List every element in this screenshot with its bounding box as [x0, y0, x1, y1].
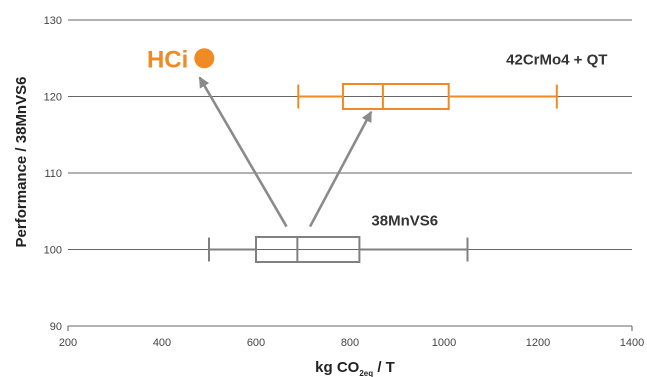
boxplots	[208, 83, 558, 263]
y-tick-120: 120	[44, 92, 62, 104]
x-tick-1000: 1000	[432, 337, 456, 349]
arrows	[198, 76, 373, 228]
y-tick-130: 130	[44, 15, 62, 27]
box-42crmo4-qt	[341, 83, 450, 110]
label-38mnvs6: 38MnVS6	[371, 213, 438, 230]
boxplot-42crmo4-qt	[297, 83, 558, 110]
label-42crmo4-qt: 42CrMo4 + QT	[506, 52, 607, 69]
label-hci: HCi	[147, 46, 188, 73]
series-labels: HCi 38MnVS6 42CrMo4 + QT	[147, 46, 607, 229]
y-tick-labels: 90 100 110 120 130	[44, 15, 62, 333]
arrow-1	[198, 76, 288, 228]
arrow-2	[308, 110, 373, 228]
x-tick-200: 200	[59, 337, 77, 349]
x-tick-1200: 1200	[526, 337, 550, 349]
y-axis-title: Performance / 38MnVS6	[13, 77, 30, 248]
x-axis-title: kg CO2eq / T	[315, 359, 395, 377]
y-tick-110: 110	[44, 168, 62, 180]
y-tick-90: 90	[50, 321, 62, 333]
x-tick-800: 800	[341, 337, 359, 349]
x-tick-1400: 1400	[620, 337, 644, 349]
box-38mnvs6	[255, 236, 361, 263]
boxplot-38mnvs6	[208, 236, 469, 263]
point-hci	[194, 48, 215, 69]
x-tick-600: 600	[247, 337, 265, 349]
y-tick-100: 100	[44, 245, 62, 257]
points	[194, 48, 215, 69]
x-tick-400: 400	[153, 337, 171, 349]
x-tick-labels: 200 400 600 800 1000 1200 1400	[59, 337, 644, 349]
